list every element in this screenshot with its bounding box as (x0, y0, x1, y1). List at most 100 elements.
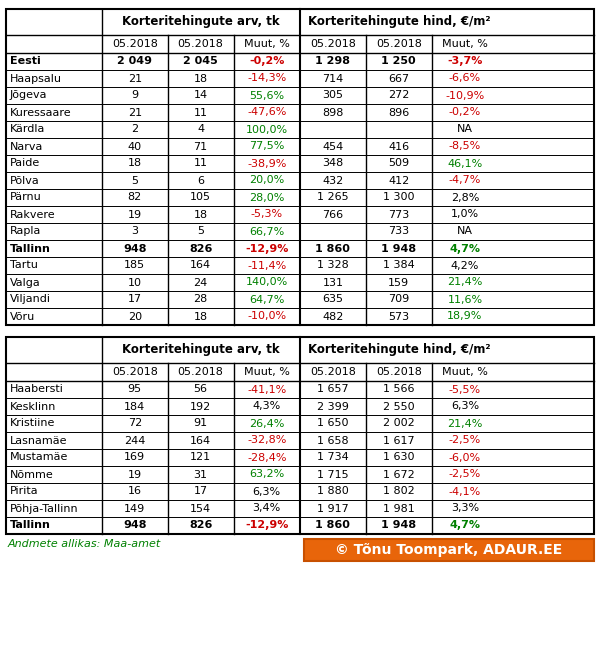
Text: 4: 4 (197, 124, 204, 134)
Text: Viljandi: Viljandi (10, 295, 51, 305)
Text: 63,2%: 63,2% (249, 470, 284, 479)
Text: 192: 192 (190, 402, 211, 411)
Text: 1 265: 1 265 (317, 193, 349, 202)
Text: -2,5%: -2,5% (449, 436, 481, 445)
Text: 4,7%: 4,7% (449, 521, 481, 531)
Text: 1 802: 1 802 (383, 487, 415, 496)
Text: Mustamäe: Mustamäe (10, 453, 68, 462)
Text: -6,6%: -6,6% (449, 73, 481, 83)
Text: -12,9%: -12,9% (245, 521, 289, 531)
Text: Paide: Paide (10, 159, 40, 168)
Text: 6,3%: 6,3% (451, 402, 479, 411)
Text: 10: 10 (128, 278, 142, 288)
Text: 1 630: 1 630 (383, 453, 415, 462)
Text: 11: 11 (194, 107, 208, 117)
Text: 21: 21 (128, 107, 142, 117)
Text: 1 734: 1 734 (317, 453, 349, 462)
Text: 164: 164 (190, 261, 211, 271)
Text: Rapla: Rapla (10, 227, 41, 236)
Text: -0,2%: -0,2% (449, 107, 481, 117)
Text: Narva: Narva (10, 141, 43, 151)
Text: 20: 20 (128, 312, 142, 322)
Text: 05.2018: 05.2018 (112, 367, 158, 377)
Text: 105: 105 (190, 193, 211, 202)
Text: 1 300: 1 300 (383, 193, 415, 202)
Bar (6, 9, 594, 325)
Text: Kuressaare: Kuressaare (10, 107, 71, 117)
Text: -14,3%: -14,3% (247, 73, 286, 83)
Text: -10,0%: -10,0% (247, 312, 286, 322)
Text: 244: 244 (124, 436, 145, 445)
Text: 1,0%: 1,0% (451, 210, 479, 219)
Text: 1 566: 1 566 (383, 384, 415, 394)
Text: Korteritehingute hind, €/m²: Korteritehingute hind, €/m² (308, 343, 490, 356)
Text: 709: 709 (388, 295, 409, 305)
Text: 1 328: 1 328 (317, 261, 349, 271)
Text: 948: 948 (123, 521, 146, 531)
Text: 2 399: 2 399 (317, 402, 349, 411)
Text: 1 981: 1 981 (383, 504, 415, 514)
Text: 4,3%: 4,3% (253, 402, 281, 411)
Text: 18,9%: 18,9% (447, 312, 482, 322)
Text: 05.2018: 05.2018 (178, 39, 224, 49)
Text: Rakvere: Rakvere (10, 210, 56, 219)
Text: Korteritehingute arv, tk: Korteritehingute arv, tk (122, 16, 280, 29)
Text: 272: 272 (388, 90, 409, 100)
Text: 159: 159 (388, 278, 409, 288)
Text: 16: 16 (128, 487, 142, 496)
Text: NA: NA (457, 227, 473, 236)
Text: -12,9%: -12,9% (245, 244, 289, 253)
Text: 898: 898 (322, 107, 344, 117)
Text: 1 250: 1 250 (382, 56, 416, 67)
Text: 6,3%: 6,3% (253, 487, 281, 496)
Text: 28: 28 (194, 295, 208, 305)
Text: 05.2018: 05.2018 (178, 367, 224, 377)
Text: 948: 948 (123, 244, 146, 253)
Text: 5: 5 (131, 176, 138, 185)
Text: 21,4%: 21,4% (447, 278, 482, 288)
Text: 17: 17 (194, 487, 208, 496)
Text: 348: 348 (322, 159, 344, 168)
Text: -0,2%: -0,2% (249, 56, 284, 67)
Text: 1 657: 1 657 (317, 384, 349, 394)
Text: Kesklinn: Kesklinn (10, 402, 56, 411)
Text: Pärnu: Pärnu (10, 193, 42, 202)
Text: 91: 91 (194, 419, 208, 428)
Text: 773: 773 (388, 210, 409, 219)
Text: Tallinn: Tallinn (10, 244, 51, 253)
Text: 100,0%: 100,0% (246, 124, 288, 134)
Text: 733: 733 (388, 227, 409, 236)
Text: 635: 635 (322, 295, 343, 305)
Text: Korteritehingute hind, €/m²: Korteritehingute hind, €/m² (308, 16, 490, 29)
Text: 1 948: 1 948 (381, 244, 416, 253)
Text: 714: 714 (322, 73, 344, 83)
Text: 1 917: 1 917 (317, 504, 349, 514)
Text: 2: 2 (131, 124, 139, 134)
Text: 64,7%: 64,7% (249, 295, 284, 305)
Text: 19: 19 (128, 210, 142, 219)
Text: Põhja-Tallinn: Põhja-Tallinn (10, 504, 79, 514)
Text: 1 948: 1 948 (381, 521, 416, 531)
Text: 667: 667 (388, 73, 409, 83)
Text: 826: 826 (189, 244, 212, 253)
Text: 412: 412 (388, 176, 409, 185)
Text: 6: 6 (197, 176, 204, 185)
Text: Tallinn: Tallinn (10, 521, 51, 531)
Text: 3,4%: 3,4% (253, 504, 281, 514)
Text: Muut, %: Muut, % (244, 367, 290, 377)
Text: 2 550: 2 550 (383, 402, 415, 411)
Text: Tartu: Tartu (10, 261, 38, 271)
Text: 21: 21 (128, 73, 142, 83)
Text: 184: 184 (124, 402, 145, 411)
Text: © Tõnu Toompark, ADAUR.EE: © Tõnu Toompark, ADAUR.EE (335, 543, 563, 557)
Text: 05.2018: 05.2018 (376, 367, 422, 377)
Text: 896: 896 (388, 107, 409, 117)
Text: 14: 14 (194, 90, 208, 100)
Text: 46,1%: 46,1% (448, 159, 482, 168)
Text: 573: 573 (388, 312, 409, 322)
Text: 55,6%: 55,6% (249, 90, 284, 100)
Text: 305: 305 (322, 90, 343, 100)
Text: 149: 149 (124, 504, 145, 514)
Text: 71: 71 (194, 141, 208, 151)
Text: Muut, %: Muut, % (442, 367, 488, 377)
